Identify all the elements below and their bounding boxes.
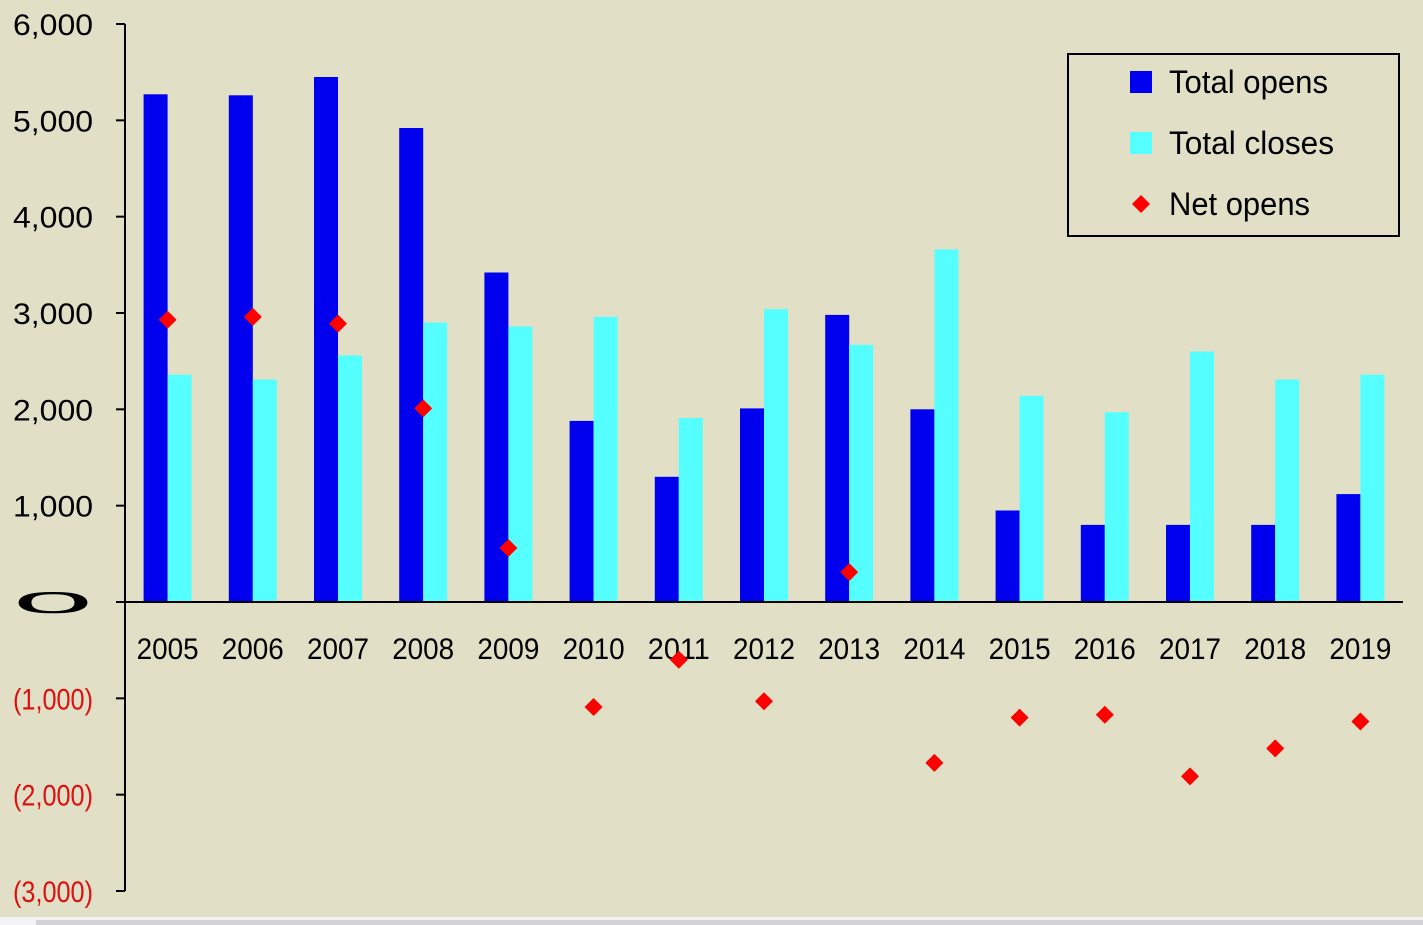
net-opens-point-2005 [158, 310, 177, 329]
bar-total-opens-2012 [740, 408, 764, 602]
x-tick-label: 2013 [818, 633, 880, 666]
bar-total-opens-2011 [654, 476, 679, 602]
net-opens-point-2014 [925, 753, 944, 772]
bars-layer [143, 77, 1385, 603]
net-opens-point-2009 [499, 539, 518, 558]
y-tick-label: 1,000 [13, 491, 93, 524]
net-opens-point-2007 [329, 314, 347, 333]
legend-marker-net-opens [1132, 195, 1150, 213]
x-tick-label: 2014 [903, 633, 965, 666]
bar-total-opens-2007 [314, 77, 338, 602]
bar-total-closes-2005 [167, 374, 192, 602]
bar-total-closes-2007 [338, 355, 362, 602]
y-tick-label: 4,000 [13, 202, 93, 235]
legend-swatch-total-closes [1130, 132, 1152, 154]
bar-total-closes-2012 [764, 309, 788, 602]
net-opens-point-2012 [755, 692, 773, 711]
bar-total-closes-2016 [1104, 412, 1129, 602]
bar-total-opens-2019 [1336, 494, 1361, 602]
bar-total-closes-2014 [934, 249, 959, 602]
bar-total-opens-2014 [910, 409, 935, 602]
bar-total-opens-2005 [143, 94, 168, 603]
net-opens-point-2006 [243, 307, 262, 326]
legend-label: Total closes [1169, 125, 1334, 161]
net-opens-point-2013 [840, 563, 859, 582]
x-tick-label: 2017 [1159, 633, 1221, 666]
bar-total-closes-2008 [423, 322, 448, 602]
bar-total-opens-2016 [1080, 524, 1105, 602]
bar-total-closes-2006 [252, 379, 277, 602]
bar-total-closes-2017 [1190, 351, 1214, 602]
y-tick-label: (3,000) [13, 876, 93, 909]
y-tick-label: (2,000) [13, 780, 93, 813]
y-tick-label: 5,000 [13, 105, 93, 138]
bar-total-opens-2015 [995, 510, 1020, 602]
bar-total-opens-2006 [228, 95, 253, 603]
net-opens-point-2016 [1095, 705, 1114, 724]
bar-total-closes-2019 [1360, 374, 1385, 602]
bar-total-opens-2018 [1251, 524, 1276, 602]
y-tick-label: 3,000 [13, 298, 93, 331]
net-opens-point-2010 [584, 698, 603, 717]
bar-total-opens-2017 [1166, 524, 1190, 602]
bar-total-closes-2011 [678, 418, 703, 602]
x-tick-label: 2010 [563, 633, 625, 666]
markers-layer [158, 307, 1370, 786]
y-tick-label: 0 [13, 587, 93, 620]
net-opens-point-2017 [1181, 767, 1199, 786]
bar-total-closes-2010 [593, 316, 618, 602]
x-tick-label: 2008 [392, 633, 454, 666]
legend-label: Net opens [1169, 186, 1310, 222]
y-tick-label: (1,000) [13, 683, 93, 716]
bar-total-closes-2009 [508, 326, 533, 602]
net-opens-point-2008 [414, 399, 433, 418]
bar-total-opens-2010 [569, 420, 594, 602]
x-tick-label: 2009 [477, 633, 539, 666]
net-opens-point-2011 [669, 650, 688, 669]
bar-total-opens-2013 [825, 314, 850, 602]
y-tick-label: 6,000 [13, 9, 93, 42]
net-opens-point-2015 [1010, 708, 1029, 727]
x-tick-label: 2015 [989, 633, 1051, 666]
bar-total-closes-2015 [1019, 395, 1044, 602]
x-tick-label: 2007 [307, 633, 369, 666]
x-tick-label: 2016 [1074, 633, 1136, 666]
x-tick-label: 2006 [222, 633, 284, 666]
legend: Total opens Total closes Net opens [1067, 53, 1400, 237]
y-tick-label: 2,000 [13, 394, 93, 427]
bar-total-opens-2008 [399, 128, 424, 602]
bar-total-closes-2018 [1275, 379, 1300, 602]
legend-swatch-total-opens [1130, 71, 1152, 93]
net-opens-point-2019 [1351, 712, 1370, 731]
net-opens-point-2018 [1266, 739, 1285, 758]
legend-label: Total opens [1169, 64, 1328, 100]
x-tick-label: 2019 [1329, 633, 1391, 666]
bar-total-closes-2013 [849, 344, 874, 602]
legend-box [1067, 53, 1400, 237]
axes-layer: 6,000 5,000 4,000 3,000 2,000 1,000 0 (1,000) (2… [13, 9, 1403, 909]
bottom-scroll-strip [0, 917, 1423, 925]
x-tick-label: 2005 [137, 633, 199, 666]
x-tick-label: 2018 [1244, 633, 1306, 666]
x-tick-label: 2012 [733, 633, 795, 666]
